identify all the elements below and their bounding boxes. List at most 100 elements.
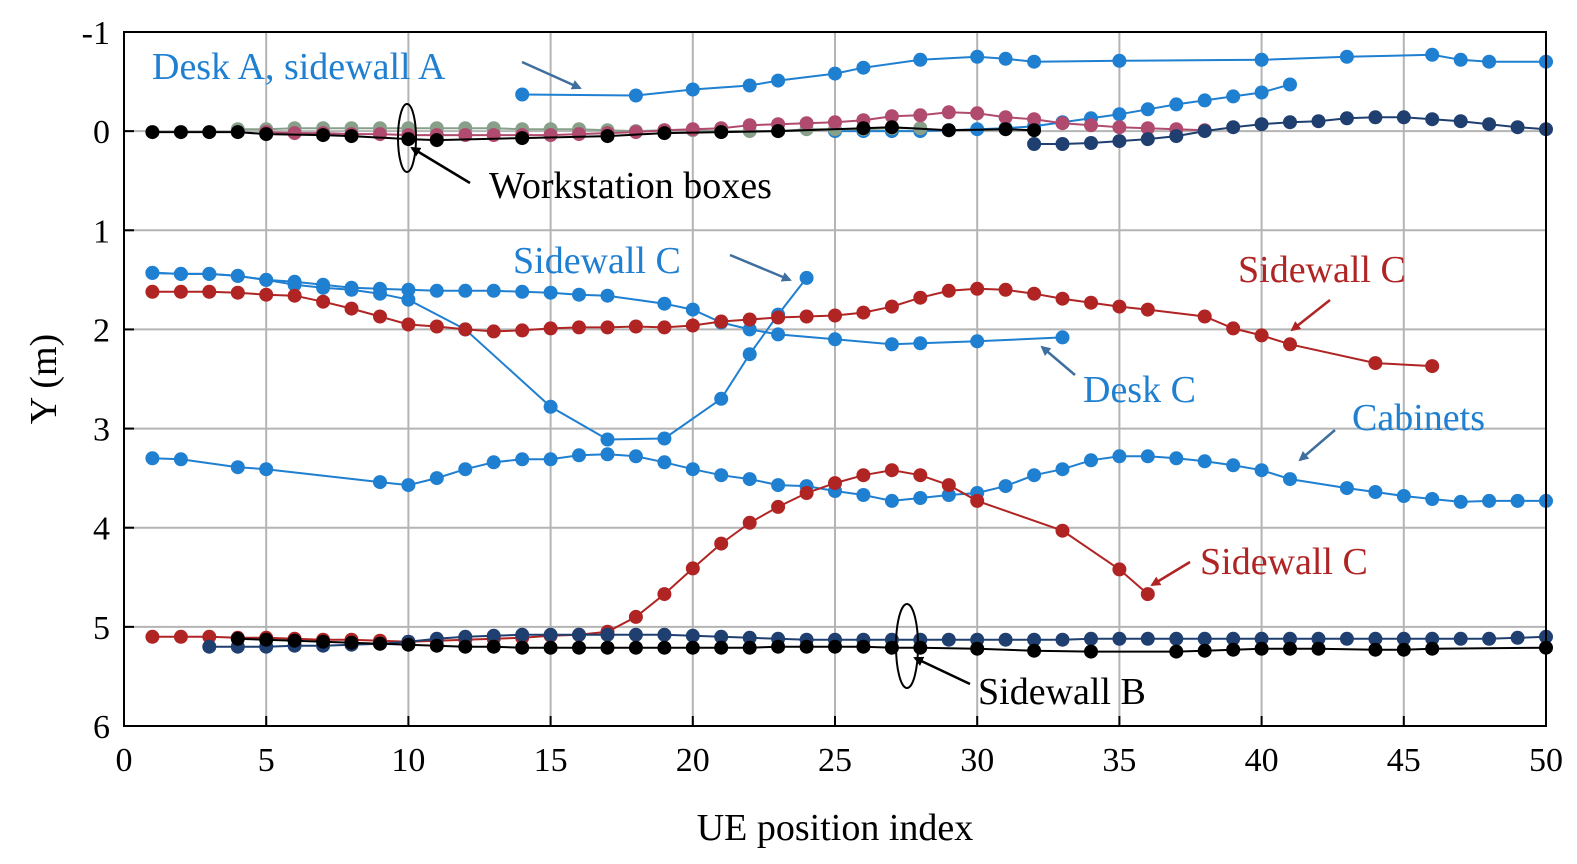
data-point [998, 110, 1013, 125]
data-point [1226, 631, 1241, 646]
data-point [1197, 124, 1212, 139]
data-point [714, 536, 729, 551]
data-point [628, 640, 643, 655]
y-tick-label: 3 [93, 412, 110, 449]
data-point [657, 296, 672, 311]
data-point [856, 305, 871, 320]
y-tick-label: 2 [93, 312, 110, 349]
data-point [1140, 449, 1155, 464]
data-point [685, 122, 700, 137]
data-point [1140, 587, 1155, 602]
data-point [1140, 121, 1155, 136]
data-point [1339, 111, 1354, 126]
series-line [152, 469, 1149, 643]
data-point [401, 317, 416, 332]
annotation-sidewall-c-blue: Sidewall C [513, 240, 681, 282]
data-point [742, 630, 757, 645]
data-point [913, 640, 928, 655]
data-point [970, 334, 985, 349]
data-point [856, 488, 871, 502]
data-point [657, 587, 672, 602]
data-point [941, 478, 956, 493]
data-point [941, 488, 956, 502]
data-point [1226, 642, 1241, 657]
data-point [145, 451, 160, 466]
annotation-arrow [1040, 345, 1076, 376]
data-point [600, 288, 615, 303]
data-point [429, 319, 444, 334]
data-point [685, 462, 700, 477]
data-point [1197, 93, 1212, 108]
data-point [173, 629, 188, 644]
y-tick-label: 4 [93, 511, 110, 548]
data-point [771, 499, 786, 514]
data-point [1027, 643, 1042, 658]
data-point [230, 460, 245, 475]
data-point [799, 639, 814, 654]
data-point [1084, 644, 1098, 659]
data-point [1169, 451, 1184, 466]
data-point [145, 265, 160, 280]
data-point [1027, 54, 1042, 69]
data-point [572, 640, 586, 655]
data-point [628, 88, 643, 103]
data-point [657, 126, 672, 141]
data-point [230, 125, 245, 140]
data-point [344, 301, 359, 316]
data-point [799, 486, 814, 500]
data-point [429, 283, 444, 298]
x-tick-label: 5 [258, 742, 275, 779]
data-point [1197, 309, 1212, 324]
data-point [401, 292, 416, 307]
data-point [202, 284, 217, 299]
data-point [828, 639, 842, 654]
data-point [856, 468, 871, 483]
data-point [429, 638, 444, 653]
data-point [1169, 97, 1184, 112]
series-line [152, 453, 1546, 503]
data-point [1283, 641, 1297, 656]
data-point [486, 628, 501, 643]
annotation-arrow [1150, 560, 1191, 587]
data-point [543, 640, 558, 655]
annotation-ellipse [397, 103, 417, 173]
x-tick-label: 15 [534, 742, 568, 779]
data-point [401, 637, 416, 652]
data-point [515, 640, 530, 655]
data-point [173, 266, 188, 281]
data-point [1283, 337, 1297, 352]
data-point [1226, 89, 1241, 104]
data-point [486, 455, 501, 470]
data-point [856, 639, 871, 654]
data-point [202, 125, 217, 140]
data-point [998, 282, 1013, 297]
data-point [287, 277, 302, 292]
data-point [486, 283, 501, 298]
data-point [913, 52, 928, 67]
x-tick-label: 20 [676, 742, 710, 779]
data-point [1226, 120, 1241, 135]
data-point [771, 639, 786, 654]
data-point [1311, 114, 1326, 129]
data-point [515, 627, 530, 642]
data-point [856, 121, 871, 136]
data-point [1510, 493, 1525, 508]
data-point [1084, 136, 1098, 150]
data-point [856, 60, 871, 75]
data-point [316, 280, 331, 295]
data-point [1453, 114, 1468, 129]
data-point [998, 632, 1013, 647]
series-layer [145, 47, 1553, 659]
data-point [202, 629, 217, 644]
data-point [828, 332, 842, 347]
data-point [714, 391, 729, 406]
data-point [1482, 54, 1497, 69]
data-point [1425, 359, 1440, 374]
annotation-arrow [410, 146, 471, 185]
series-9 [145, 447, 1553, 509]
data-point [771, 327, 786, 342]
series-line [152, 271, 808, 441]
data-point [1254, 328, 1269, 343]
data-point [145, 125, 160, 140]
data-point [1254, 85, 1269, 100]
